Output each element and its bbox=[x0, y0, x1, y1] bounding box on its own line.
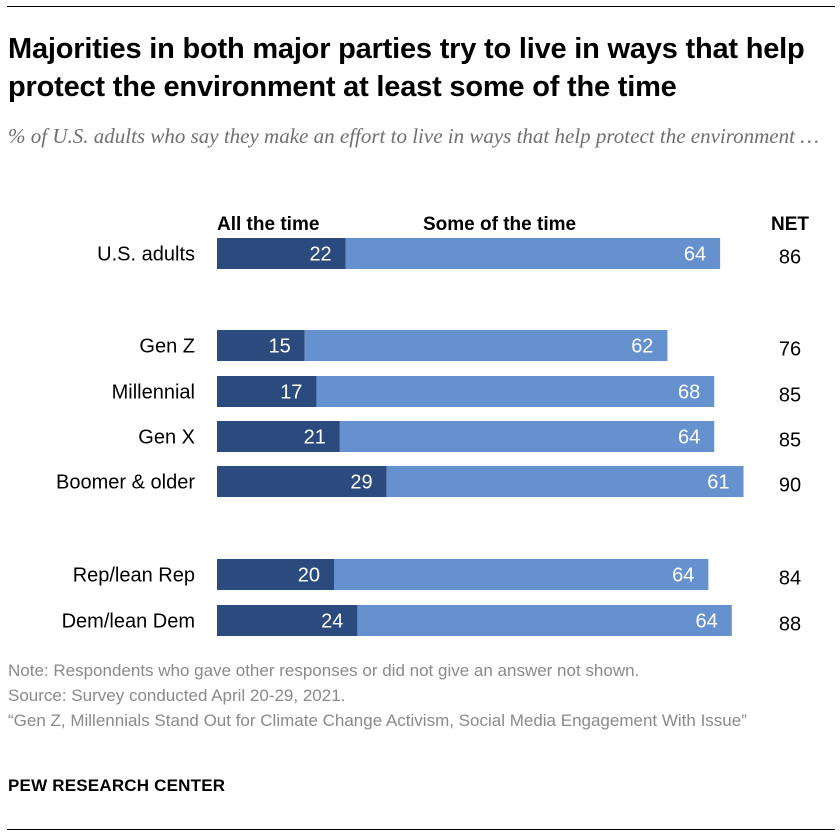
top-rule bbox=[7, 6, 835, 7]
bottom-rule bbox=[7, 829, 835, 830]
bar-some-of-the-time bbox=[386, 466, 744, 497]
net-value: 84 bbox=[779, 568, 801, 590]
net-value: 76 bbox=[779, 339, 801, 361]
category-label: Rep/lean Rep bbox=[73, 565, 195, 587]
net-value: 85 bbox=[779, 430, 801, 452]
source-text: Source: Survey conducted April 20-29, 20… bbox=[8, 686, 346, 705]
value-label-some-of-the-time: 68 bbox=[678, 382, 700, 404]
value-label-all-the-time: 17 bbox=[280, 382, 302, 404]
stacked-bar-chart: All the time Some of the time NET U.S. adul… bbox=[56, 214, 809, 636]
value-label-some-of-the-time: 64 bbox=[696, 611, 718, 633]
value-label-all-the-time: 20 bbox=[298, 565, 320, 587]
bar-some-of-the-time bbox=[357, 605, 732, 636]
bar-all-the-time bbox=[217, 376, 317, 407]
net-value: 86 bbox=[779, 247, 801, 269]
report-title: “Gen Z, Millennials Stand Out for Climat… bbox=[8, 711, 747, 730]
bar-some-of-the-time bbox=[316, 376, 715, 407]
footnotes: Note: Respondents who gave other respons… bbox=[8, 658, 828, 733]
net-value: 85 bbox=[779, 385, 801, 407]
value-label-all-the-time: 29 bbox=[350, 472, 372, 494]
bar-some-of-the-time bbox=[334, 559, 709, 590]
bar-all-the-time bbox=[217, 421, 340, 452]
value-label-all-the-time: 21 bbox=[304, 427, 326, 449]
net-value: 88 bbox=[779, 614, 801, 636]
bar-some-of-the-time bbox=[345, 238, 721, 269]
net-value: 90 bbox=[779, 475, 801, 497]
legend-all-the-time: All the time bbox=[217, 214, 319, 235]
bar-all-the-time bbox=[217, 559, 334, 590]
note-text: Note: Respondents who gave other respons… bbox=[8, 661, 640, 680]
bar-some-of-the-time bbox=[304, 330, 668, 361]
value-label-some-of-the-time: 62 bbox=[631, 336, 653, 358]
chart-title: Majorities in both major parties try to … bbox=[8, 33, 805, 103]
bar-all-the-time bbox=[217, 330, 305, 361]
value-label-all-the-time: 15 bbox=[269, 336, 291, 358]
category-label: Dem/lean Dem bbox=[62, 611, 195, 633]
category-label: Millennial bbox=[112, 382, 195, 404]
value-label-some-of-the-time: 64 bbox=[684, 244, 706, 266]
value-label-some-of-the-time: 61 bbox=[707, 472, 729, 494]
chart-subtitle: % of U.S. adults who say they make an ef… bbox=[8, 124, 819, 148]
category-label: Gen X bbox=[138, 427, 195, 449]
value-label-all-the-time: 24 bbox=[321, 611, 343, 633]
category-label: U.S. adults bbox=[97, 244, 195, 266]
bar-some-of-the-time bbox=[339, 421, 715, 452]
bar-all-the-time bbox=[217, 605, 358, 636]
net-header: NET bbox=[771, 214, 809, 235]
category-label: Boomer & older bbox=[56, 472, 195, 494]
bar-all-the-time bbox=[217, 466, 387, 497]
value-label-some-of-the-time: 64 bbox=[678, 427, 700, 449]
bar-all-the-time bbox=[217, 238, 346, 269]
category-label: Gen Z bbox=[139, 336, 195, 358]
value-label-all-the-time: 22 bbox=[309, 244, 331, 266]
pew-logo-text: PEW RESEARCH CENTER bbox=[8, 776, 226, 795]
value-label-some-of-the-time: 64 bbox=[672, 565, 694, 587]
legend-some-of-the-time: Some of the time bbox=[423, 214, 576, 235]
